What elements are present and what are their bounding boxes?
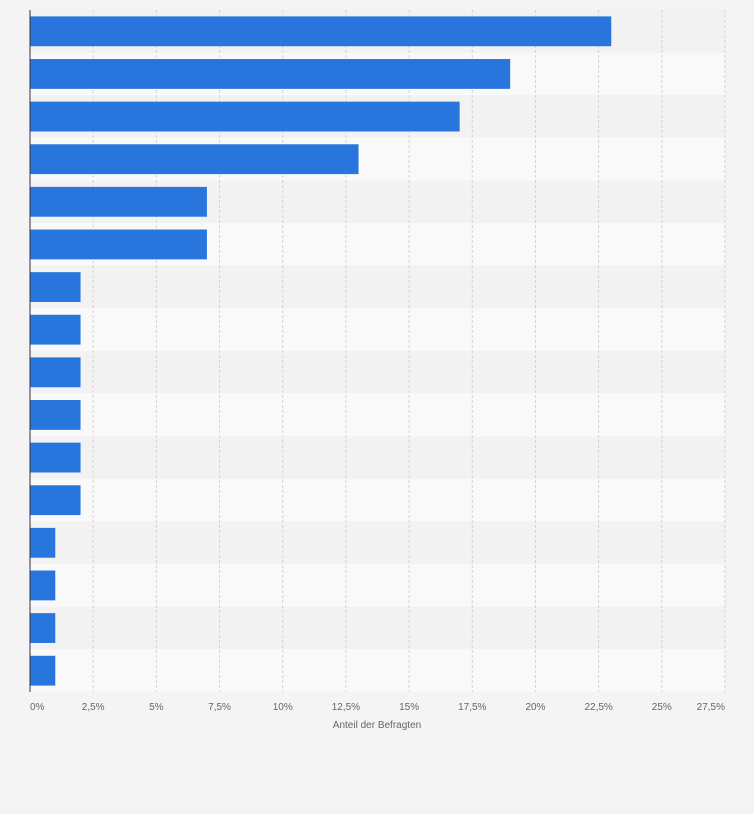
- bar: [30, 400, 81, 430]
- x-axis-label: Anteil der Befragten: [333, 720, 421, 731]
- bar: [30, 442, 81, 473]
- x-tick-label: 7,5%: [208, 702, 231, 713]
- row-band: [30, 606, 725, 650]
- x-tick-label: 12,5%: [332, 702, 360, 713]
- x-tick-label: 20%: [525, 702, 545, 713]
- x-tick-label: 17,5%: [458, 702, 486, 713]
- bar: [30, 59, 511, 89]
- bars: [30, 16, 612, 686]
- bar: [30, 485, 81, 516]
- bar: [30, 655, 56, 686]
- row-band: [30, 649, 725, 692]
- bar: [30, 229, 207, 260]
- row-band: [30, 351, 725, 394]
- bar: [30, 16, 612, 47]
- bar: [30, 357, 81, 388]
- x-tick-label: 22,5%: [584, 702, 612, 713]
- bar: [30, 527, 56, 558]
- bar: [30, 186, 207, 217]
- bar: [30, 314, 81, 345]
- x-tick-label: 15%: [399, 702, 419, 713]
- x-tick-label: 5%: [149, 702, 164, 713]
- x-tick-label: 25%: [652, 702, 672, 713]
- x-tick-label: 10%: [273, 702, 293, 713]
- gridlines: [92, 10, 726, 692]
- row-band: [30, 478, 725, 522]
- x-tick-label: 0%: [30, 702, 45, 713]
- bar: [30, 570, 56, 601]
- x-tick-label: 2,5%: [82, 702, 105, 713]
- row-band: [30, 564, 725, 607]
- bar: [30, 144, 359, 175]
- row-band: [30, 393, 725, 437]
- bar: [30, 272, 81, 302]
- x-tick-labels: 0% 2,5% 5% 7,5% 10% 12,5% 15% 17,5% 20% 22,5% 25% 2…: [30, 702, 725, 713]
- x-tick-label: 27,5%: [697, 702, 725, 713]
- bar: [30, 613, 56, 643]
- row-band: [30, 265, 725, 309]
- row-band: [30, 521, 725, 565]
- row-band: [30, 436, 725, 479]
- bar: [30, 101, 460, 132]
- row-band: [30, 308, 725, 351]
